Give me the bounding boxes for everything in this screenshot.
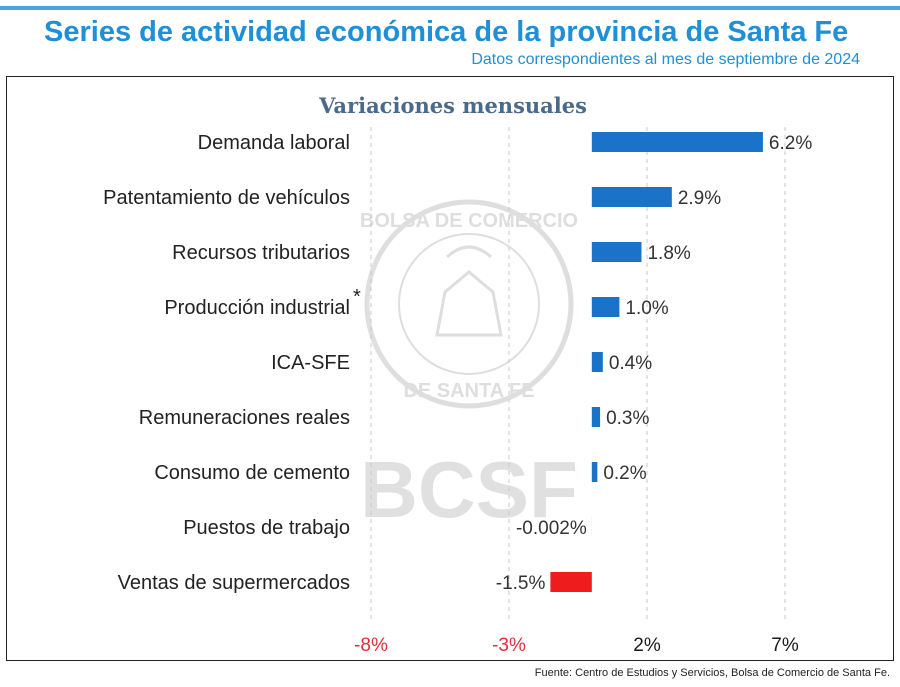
category-label: Demanda laboral [198, 132, 350, 154]
category-label: ICA-SFE [271, 352, 350, 374]
bars [550, 132, 763, 592]
svg-text:BCSF: BCSF [360, 445, 578, 534]
category-label: Patentamiento de vehículos [103, 187, 350, 209]
x-tick-label: 2% [633, 635, 661, 656]
value-label: 1.0% [625, 298, 668, 319]
chart-title: Variaciones mensuales [318, 93, 587, 118]
value-label: 0.4% [609, 353, 652, 374]
category-label: Consumo de cemento [154, 462, 350, 484]
value-label: -1.5% [496, 573, 546, 594]
bar [591, 132, 763, 152]
value-label: -0.002% [516, 518, 587, 539]
x-tick-label: 7% [771, 635, 799, 656]
category-label: Producción industrial [164, 297, 350, 319]
category-mark: * [353, 286, 361, 308]
category-labels: Demanda laboral Patentamiento de vehículo… [103, 132, 361, 594]
x-axis-ticks: -8% -3% 2% 7% [354, 635, 799, 656]
x-tick-label: -8% [354, 635, 388, 656]
page-subtitle: Datos correspondientes al mes de septiem… [471, 51, 860, 68]
page-title: Series de actividad económica de la prov… [44, 16, 849, 48]
watermark-seal: BOLSA DE COMERCIO DE SANTA FE [360, 199, 578, 409]
chart-panel: BOLSA DE COMERCIO DE SANTA FE BCSF Varia… [6, 76, 894, 661]
value-label: 2.9% [678, 188, 721, 209]
category-label: Recursos tributarios [172, 242, 350, 264]
value-labels: 6.2% 2.9% 1.8% 1.0% 0.4% 0.3% 0.2% -0.002% -1.5% [496, 133, 813, 594]
bar [591, 187, 672, 207]
grid-lines [370, 127, 786, 622]
x-tick-label: -3% [492, 635, 526, 656]
category-label: Remuneraciones reales [139, 407, 350, 429]
bar [591, 297, 620, 317]
bar [591, 352, 603, 372]
bar [550, 572, 592, 592]
category-label: Puestos de trabajo [183, 517, 350, 539]
value-label: 0.2% [603, 463, 646, 484]
svg-text:BOLSA DE COMERCIO: BOLSA DE COMERCIO [360, 210, 578, 232]
bar [591, 242, 642, 262]
header-accent-line [0, 6, 900, 10]
category-label: Ventas de supermercados [118, 572, 350, 594]
source-note: Fuente: Centro de Estudios y Servicios, … [534, 667, 890, 679]
watermark-logo: BCSF [360, 445, 578, 534]
value-label: 1.8% [647, 243, 690, 264]
value-label: 0.3% [606, 408, 649, 429]
bar [591, 462, 598, 482]
bar [591, 407, 601, 427]
bar-chart: BOLSA DE COMERCIO DE SANTA FE BCSF Varia… [103, 93, 813, 656]
value-label: 6.2% [769, 133, 812, 154]
svg-text:DE SANTA FE: DE SANTA FE [403, 380, 534, 402]
